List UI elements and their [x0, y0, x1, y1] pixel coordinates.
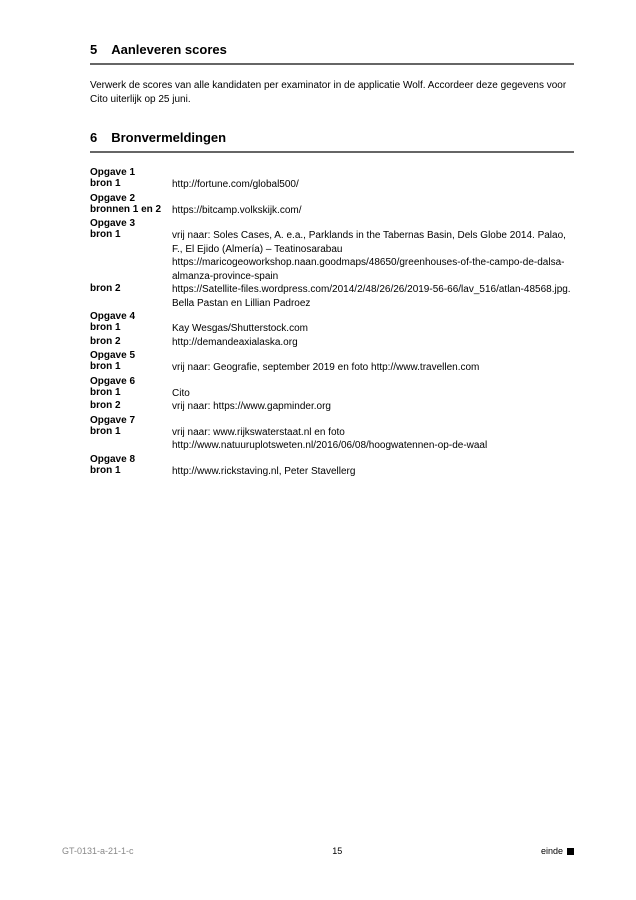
opgave-label: Opgave 2 — [90, 193, 574, 204]
source-value: http://www.rickstaving.nl, Peter Stavell… — [172, 465, 574, 479]
source-key: bron 1 — [90, 178, 172, 189]
source-row: bron 2http://demandeaxialaska.org — [90, 336, 574, 350]
source-value: Kay Wesgas/Shutterstock.com — [172, 322, 574, 336]
source-key: bron 1 — [90, 426, 172, 437]
source-value: https://Satellite-files.wordpress.com/20… — [172, 283, 574, 310]
opgave-label: Opgave 7 — [90, 415, 574, 426]
source-row: bron 1vrij naar: Soles Cases, A. e.a., P… — [90, 229, 574, 283]
source-value: http://demandeaxialaska.org — [172, 336, 574, 350]
section-6-number: 6 — [90, 130, 97, 145]
source-row: bron 1vrij naar: Geografie, september 20… — [90, 361, 574, 375]
source-row: bron 2vrij naar: https://www.gapminder.o… — [90, 400, 574, 414]
opgave-label: Opgave 4 — [90, 311, 574, 322]
source-key: bron 1 — [90, 465, 172, 476]
footer-end: einde — [541, 846, 574, 856]
source-value: https://bitcamp.volkskijk.com/ — [172, 204, 574, 218]
sources-list: Opgave 1bron 1http://fortune.com/global5… — [90, 167, 574, 478]
section-6-rule — [90, 151, 574, 153]
source-row: bron 1http://fortune.com/global500/ — [90, 178, 574, 192]
opgave-label: Opgave 8 — [90, 454, 574, 465]
source-key: bron 1 — [90, 229, 172, 240]
footer-end-label: einde — [541, 846, 563, 856]
opgave-label: Opgave 1 — [90, 167, 574, 178]
section-6-header: 6 Bronvermeldingen — [90, 130, 574, 145]
page-footer: GT-0131-a-21-1-c 15 einde — [62, 846, 574, 856]
source-value: http://fortune.com/global500/ — [172, 178, 574, 192]
footer-doc-id: GT-0131-a-21-1-c — [62, 846, 134, 856]
section-5-title: Aanleveren scores — [111, 42, 227, 57]
source-key: bronnen 1 en 2 — [90, 204, 172, 215]
source-row: bron 1Cito — [90, 387, 574, 401]
source-row: bronnen 1 en 2https://bitcamp.volkskijk.… — [90, 204, 574, 218]
source-key: bron 1 — [90, 322, 172, 333]
source-value: vrij naar: www.rijkswaterstaat.nl en fot… — [172, 426, 574, 453]
source-row: bron 1vrij naar: www.rijkswaterstaat.nl … — [90, 426, 574, 453]
end-square-icon — [567, 848, 574, 855]
section-5-number: 5 — [90, 42, 97, 57]
source-value: vrij naar: Geografie, september 2019 en … — [172, 361, 574, 375]
source-value: Cito — [172, 387, 574, 401]
source-row: bron 2https://Satellite-files.wordpress.… — [90, 283, 574, 310]
source-key: bron 1 — [90, 387, 172, 398]
opgave-label: Opgave 3 — [90, 218, 574, 229]
section-5-rule — [90, 63, 574, 65]
source-key: bron 2 — [90, 336, 172, 347]
source-row: bron 1http://www.rickstaving.nl, Peter S… — [90, 465, 574, 479]
source-value: vrij naar: https://www.gapminder.org — [172, 400, 574, 414]
section-6-title: Bronvermeldingen — [111, 130, 226, 145]
source-key: bron 2 — [90, 283, 172, 294]
opgave-label: Opgave 5 — [90, 350, 574, 361]
section-5-header: 5 Aanleveren scores — [90, 42, 574, 57]
source-row: bron 1Kay Wesgas/Shutterstock.com — [90, 322, 574, 336]
opgave-label: Opgave 6 — [90, 376, 574, 387]
footer-page-number: 15 — [332, 846, 342, 856]
source-key: bron 1 — [90, 361, 172, 372]
source-value: vrij naar: Soles Cases, A. e.a., Parklan… — [172, 229, 574, 283]
source-key: bron 2 — [90, 400, 172, 411]
section-5-body: Verwerk de scores van alle kandidaten pe… — [90, 79, 574, 106]
